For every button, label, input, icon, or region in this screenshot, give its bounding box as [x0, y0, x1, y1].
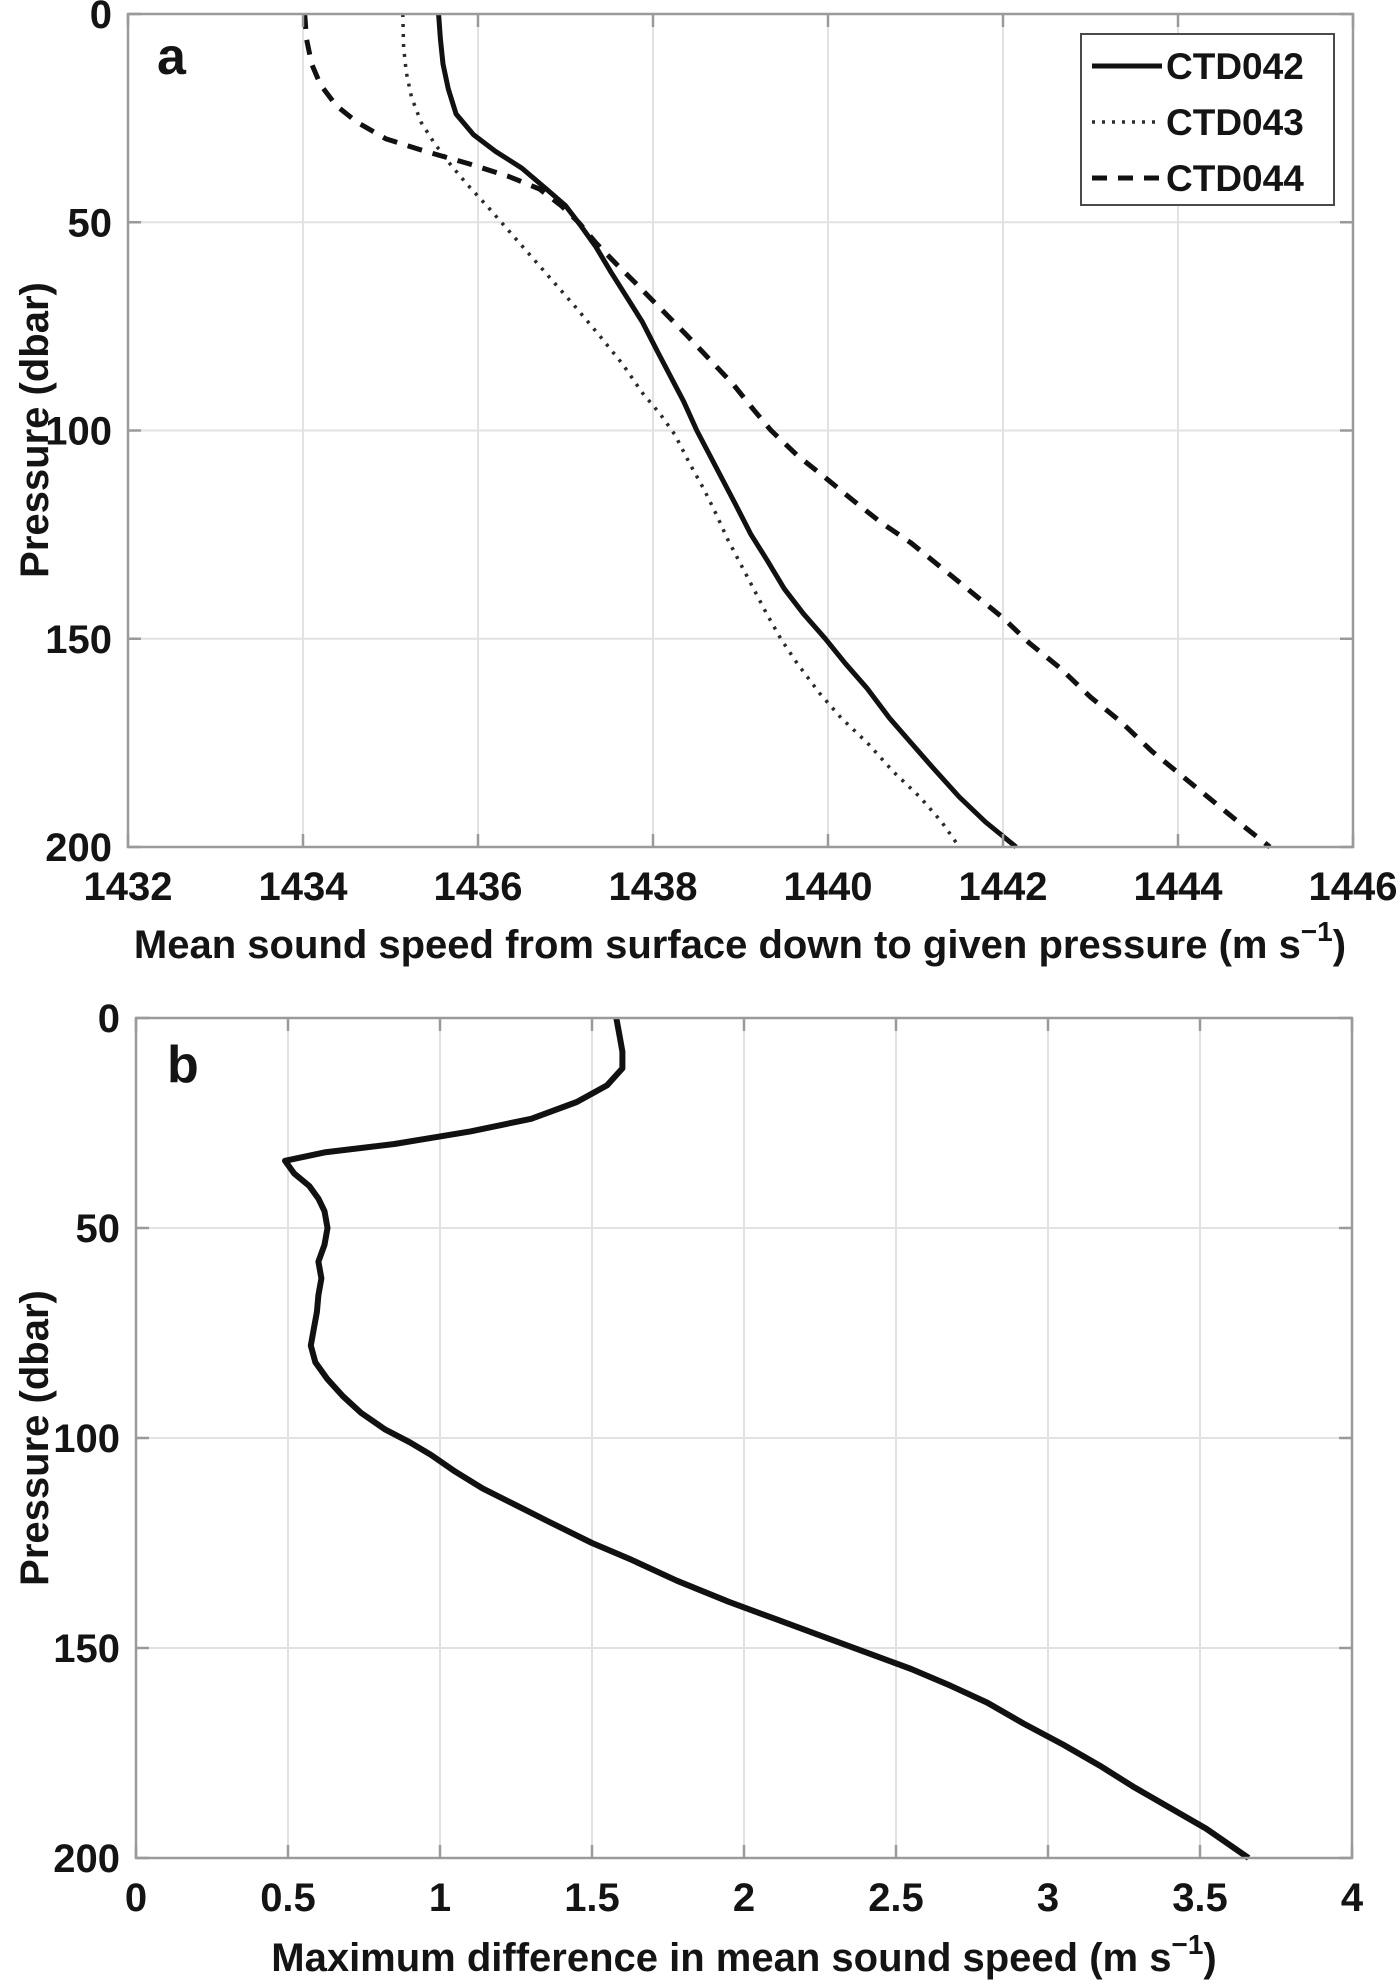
panel-a-xlabel: Mean sound speed from surface down to gi… — [134, 916, 1346, 967]
legend-label-ctd044: CTD044 — [1166, 158, 1304, 199]
series-CTD042 — [436, 13, 1018, 849]
series-CTD043 — [401, 13, 961, 849]
x-tick-label: 0.5 — [260, 1876, 316, 1920]
x-tick-label: 2.5 — [868, 1876, 924, 1920]
legend-label-ctd042: CTD042 — [1166, 46, 1304, 87]
y-tick-label: 150 — [45, 618, 112, 662]
y-tick-label: 50 — [76, 1207, 121, 1251]
panel-a-letter: a — [157, 28, 187, 86]
x-tick-label: 1434 — [259, 865, 349, 909]
x-tick-label: 1446 — [1309, 865, 1398, 909]
y-tick-label: 200 — [53, 1837, 120, 1881]
y-tick-label: 200 — [45, 826, 112, 870]
x-tick-label: 1442 — [959, 865, 1048, 909]
y-tick-label: 100 — [53, 1417, 120, 1461]
x-tick-label: 1438 — [609, 865, 698, 909]
legend-label-ctd043: CTD043 — [1166, 102, 1304, 143]
panel-b-xlabel: Maximum difference in mean sound speed (… — [271, 1929, 1216, 1980]
x-tick-label: 1 — [429, 1876, 451, 1920]
x-tick-label: 2 — [733, 1876, 755, 1920]
x-tick-label: 0 — [125, 1876, 147, 1920]
series-b — [282, 1017, 1251, 1861]
x-tick-label: 3 — [1037, 1876, 1059, 1920]
x-tick-label: 4 — [1341, 1876, 1364, 1920]
x-tick-label: 1.5 — [564, 1876, 620, 1920]
panel-b-letter: b — [167, 1036, 199, 1094]
y-tick-label: 150 — [53, 1627, 120, 1671]
panel-a-ylabel: Pressure (dbar) — [13, 282, 57, 578]
x-tick-label: 1436 — [434, 865, 523, 909]
y-tick-label: 100 — [45, 410, 112, 454]
panel-b: 0 0.5 1 1.5 2 2.5 3 3.5 4 0 50 100 150 200 — [53, 997, 1364, 1920]
x-tick-label: 1440 — [784, 865, 873, 909]
panel-b-ylabel: Pressure (dbar) — [13, 1290, 57, 1586]
y-tick-label: 0 — [90, 0, 112, 37]
legend: CTD042 CTD043 CTD044 — [1080, 33, 1335, 206]
x-tick-label: 3.5 — [1172, 1876, 1228, 1920]
x-tick-label: 1432 — [84, 865, 173, 909]
x-tick-label: 1444 — [1134, 865, 1224, 909]
y-tick-label: 50 — [68, 201, 113, 245]
y-tick-label: 0 — [98, 997, 120, 1041]
